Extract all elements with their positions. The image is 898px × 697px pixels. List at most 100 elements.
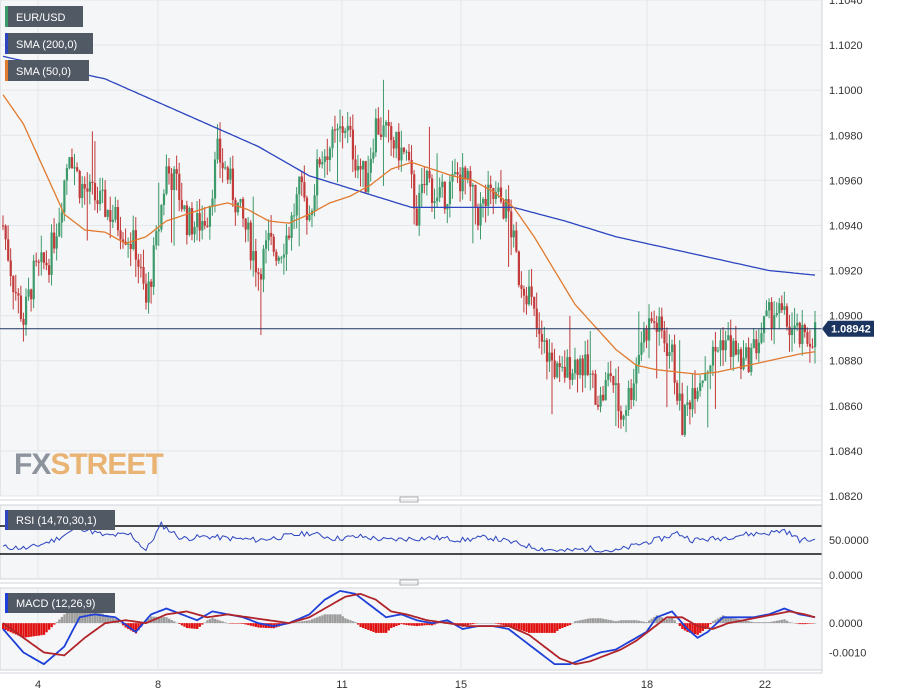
candle-body: [236, 202, 240, 213]
legend-item[interactable]: [5, 60, 89, 81]
macd-hist-bar: [596, 618, 600, 624]
candle-body: [265, 240, 268, 249]
macd-hist-bar: [331, 614, 334, 624]
candle-body: [448, 181, 452, 205]
macd-hist-bar: [198, 623, 201, 627]
candle-body: [757, 342, 761, 354]
candle-body: [642, 328, 646, 343]
candle-body: [653, 321, 656, 323]
candle-body: [522, 288, 526, 296]
candle-body: [742, 357, 745, 370]
candle-body: [663, 330, 666, 344]
candle-body: [801, 324, 804, 345]
macd-hist-bar: [188, 623, 191, 629]
macd-hist-bar: [791, 622, 794, 624]
macd-hist-bar: [699, 623, 702, 633]
pane-resize-handle[interactable]: [399, 579, 419, 586]
candle-body: [88, 181, 92, 192]
legend-label: SMA (200,0): [16, 39, 77, 51]
candle-body: [768, 302, 771, 311]
candle-body: [505, 199, 508, 219]
macd-hist-bar: [55, 622, 58, 624]
candle-body: [32, 260, 35, 300]
candle-body: [739, 349, 743, 370]
candle-body: [73, 167, 76, 169]
macd-hist-bar: [183, 623, 186, 627]
macd-hist-bar: [671, 617, 674, 624]
price-pane[interactable]: 1.1040 1.1020 1.1000 1.0980 1.0960 1.0940 1.09…: [0, 0, 874, 503]
candle-body: [155, 231, 158, 246]
macd-hist-bar: [362, 623, 365, 629]
macd-pane[interactable]: 0.0000 -0.0010 MACD (12,26,9): [0, 579, 866, 671]
rsi-plot-area: [0, 504, 823, 580]
macd-hist-bar: [466, 623, 470, 626]
candle-body: [798, 322, 801, 345]
candle-body: [30, 289, 33, 300]
candle-body: [581, 358, 584, 376]
candle-body: [770, 302, 773, 329]
candle-body: [313, 195, 316, 211]
candle-body: [58, 222, 61, 237]
candle-body: [211, 198, 214, 206]
legend-item[interactable]: [5, 33, 93, 54]
candle-body: [326, 156, 329, 160]
macd-hist-bar: [400, 623, 403, 625]
macd-hist-bar: [479, 623, 482, 624]
macd-hist-bar: [374, 623, 378, 633]
candle-body: [497, 187, 500, 192]
candle-body: [775, 313, 778, 316]
macd-hist-bar: [640, 621, 643, 624]
legend-item[interactable]: [5, 6, 83, 27]
pane-resize-handle[interactable]: [399, 496, 419, 503]
candle-body: [290, 215, 293, 238]
candle-body: [484, 199, 487, 207]
candle-body: [257, 272, 260, 275]
legend-label: EUR/USD: [16, 12, 66, 24]
price-tick-label: 1.0860: [829, 401, 863, 413]
candle-body: [165, 166, 168, 194]
price-tick-label: 1.1020: [829, 40, 863, 52]
candle-body: [397, 131, 400, 161]
candle-body: [111, 219, 114, 222]
candle-body: [390, 125, 393, 141]
candle-body: [109, 209, 112, 222]
macd-hist-bar: [397, 623, 401, 626]
macd-hist-bar: [476, 623, 480, 624]
rsi-pane[interactable]: 50.0000 0.0000 RSI (14,70,30,1): [0, 496, 869, 582]
macd-hist-bar: [104, 615, 107, 624]
macd-hist-bar: [548, 623, 551, 633]
macd-hist-bar: [387, 623, 390, 631]
macd-hist-bar: [19, 623, 23, 637]
rsi-legend[interactable]: [5, 510, 115, 530]
candle-body: [106, 209, 109, 217]
candle-body: [443, 181, 446, 210]
candle-body: [162, 193, 166, 206]
candle-body: [806, 332, 809, 344]
price-tick-label: 1.1040: [829, 0, 863, 7]
macd-hist-bar: [750, 621, 753, 624]
macd-hist-bar: [336, 614, 339, 624]
candle-body: [178, 173, 181, 200]
candle-body: [571, 373, 574, 380]
candle-body: [259, 274, 263, 280]
candle-body: [81, 183, 84, 199]
macd-hist-bar: [40, 623, 43, 636]
candle-body: [558, 363, 561, 368]
macd-hist-bar: [201, 623, 204, 625]
macd-hist-bar: [326, 614, 329, 624]
macd-legend[interactable]: [5, 593, 115, 613]
candle-body: [515, 230, 518, 252]
candle-body: [658, 316, 661, 332]
macd-hist-bar: [780, 619, 784, 624]
watermark-logo: FXSTREET: [14, 448, 163, 481]
macd-hist-bar: [45, 623, 48, 633]
candle-body: [45, 262, 48, 266]
macd-hist-bar: [132, 623, 135, 632]
candle-body: [699, 383, 702, 392]
macd-hist-bar: [17, 623, 20, 636]
macd-hist-bar: [625, 620, 628, 624]
macd-hist-bar: [377, 623, 380, 633]
candle-body: [632, 383, 635, 400]
macd-hist-bar: [676, 623, 679, 624]
